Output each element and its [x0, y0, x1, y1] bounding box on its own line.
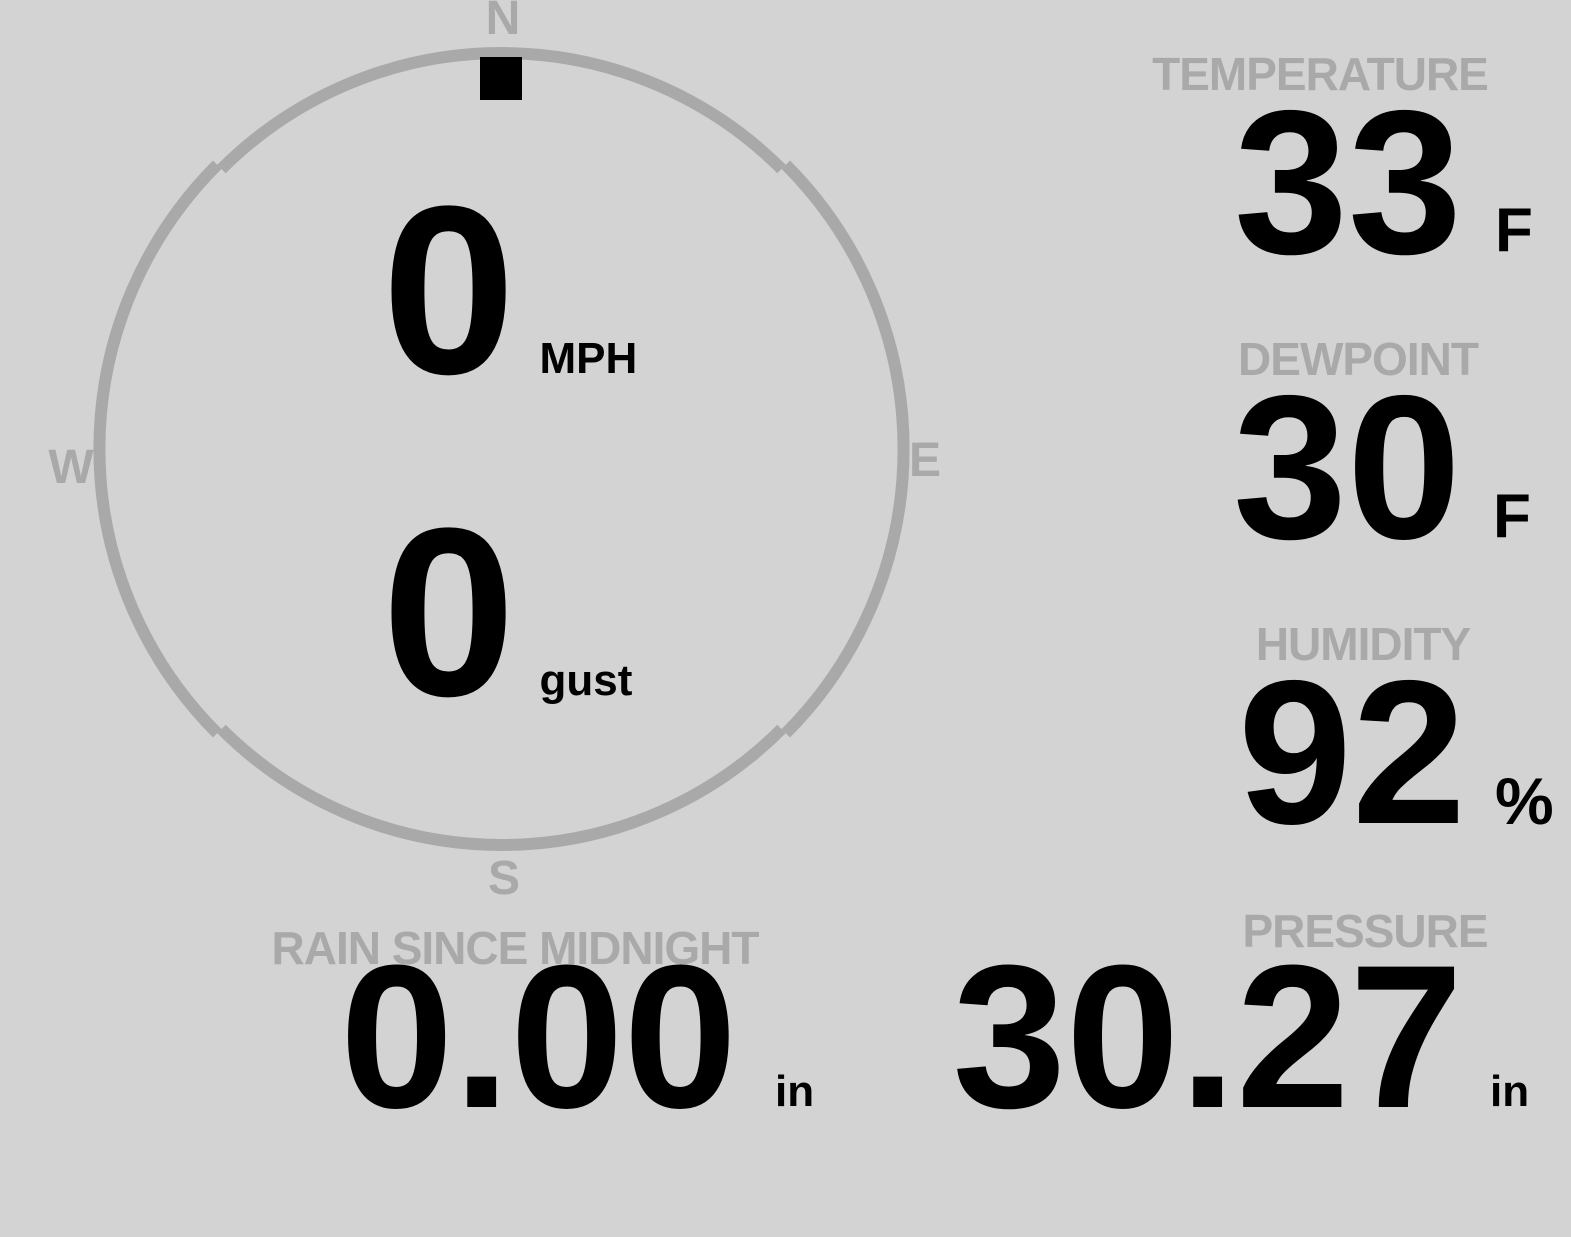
pressure-value: 30.27 — [952, 923, 1464, 1151]
compass-label-north: N — [485, 0, 521, 45]
wind-compass-ring — [93, 47, 910, 851]
rain-value: 0.00 — [340, 923, 738, 1151]
humidity-unit: % — [1495, 764, 1554, 838]
wind-speed-value: 0 — [382, 156, 516, 424]
pressure-unit: in — [1490, 1067, 1530, 1116]
compass-arc-left — [93, 160, 222, 738]
temperature-title: TEMPERATURE — [1152, 48, 1489, 100]
wind-gust-value: 0 — [382, 478, 516, 746]
compass-label-south: S — [487, 852, 520, 905]
wind-direction-marker — [480, 57, 522, 100]
temperature-value: 33 — [1233, 68, 1462, 297]
pressure-title: PRESSURE — [1242, 905, 1488, 957]
compass-label-west: W — [48, 441, 94, 494]
wind-speed-unit: MPH — [539, 334, 638, 383]
compass-label-east: E — [908, 434, 941, 487]
compass-arc-top — [217, 47, 786, 174]
dewpoint-unit: F — [1493, 482, 1531, 551]
rain-unit: in — [775, 1067, 815, 1116]
wind-speed-row: 0 MPH — [382, 170, 637, 410]
temperature-unit: F — [1495, 196, 1533, 265]
dewpoint-value: 30 — [1232, 353, 1461, 582]
dewpoint-title: DEWPOINT — [1238, 333, 1479, 385]
humidity-title: HUMIDITY — [1255, 618, 1471, 670]
wind-gust-unit: gust — [539, 656, 633, 705]
humidity-value: 92 — [1237, 638, 1466, 867]
rain-title: RAIN SINCE MIDNIGHT — [271, 922, 760, 974]
compass-arc-bottom — [217, 724, 786, 851]
compass-arc-right — [781, 160, 910, 738]
wind-gust-row: 0 gust — [382, 492, 632, 732]
